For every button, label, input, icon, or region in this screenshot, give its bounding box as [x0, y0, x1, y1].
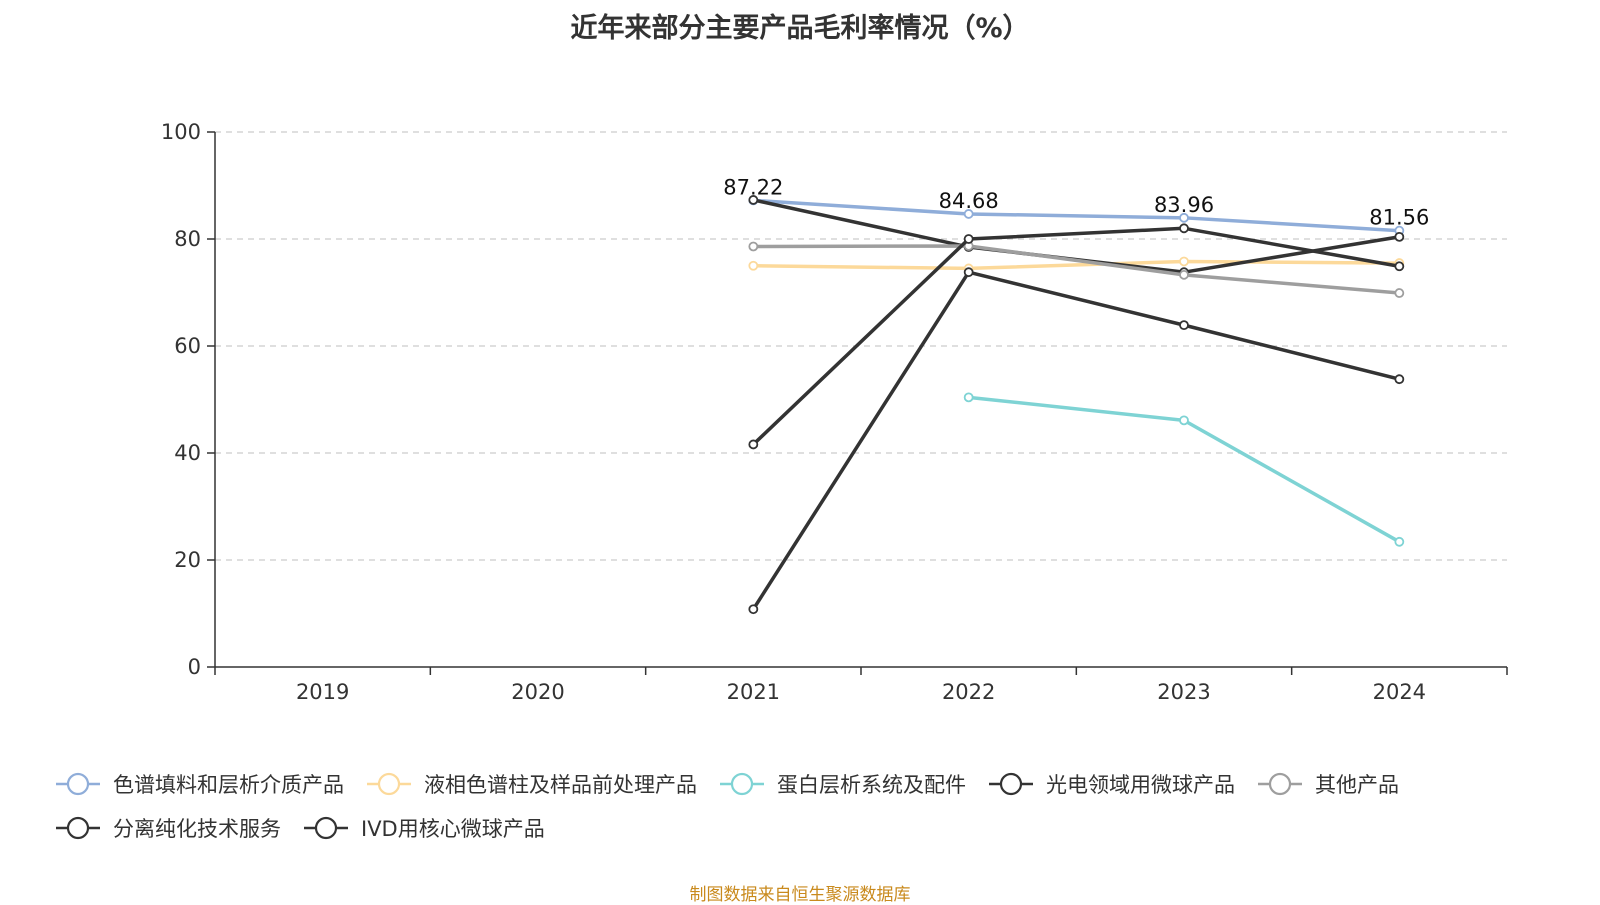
legend-marker-icon — [55, 771, 101, 797]
legend-label: IVD用核心微球产品 — [361, 813, 545, 843]
legend-label: 光电领域用微球产品 — [1046, 769, 1235, 799]
legend-marker-icon — [55, 815, 101, 841]
y-tick-label: 40 — [174, 441, 201, 465]
data-labels: 87.22 84.68 83.96 81.56 — [723, 175, 1429, 229]
legend-marker-icon — [1257, 771, 1303, 797]
data-point[interactable] — [1180, 321, 1188, 329]
series-line — [753, 200, 1399, 230]
x-tick-label: 2023 — [1157, 680, 1210, 704]
x-tick-label: 2020 — [511, 680, 564, 704]
data-point[interactable] — [749, 440, 757, 448]
data-point[interactable] — [749, 262, 757, 270]
legend-marker-icon — [719, 771, 765, 797]
data-point[interactable] — [1395, 375, 1403, 383]
data-point[interactable] — [749, 605, 757, 613]
series-5 — [749, 268, 1403, 613]
legend-label: 色谱填料和层析介质产品 — [113, 769, 344, 799]
legend-item[interactable]: IVD用核心微球产品 — [303, 806, 545, 850]
data-point[interactable] — [1180, 224, 1188, 232]
series-0 — [749, 196, 1403, 234]
data-label: 87.22 — [723, 175, 783, 199]
legend-label: 蛋白层析系统及配件 — [777, 769, 966, 799]
data-point[interactable] — [1395, 289, 1403, 297]
legend-item[interactable]: 分离纯化技术服务 — [55, 806, 281, 850]
x-tick-label: 2024 — [1373, 680, 1426, 704]
data-point[interactable] — [1395, 538, 1403, 546]
legend-item[interactable]: 光电领域用微球产品 — [988, 762, 1235, 806]
legend-marker-icon — [988, 771, 1034, 797]
legend-label: 分离纯化技术服务 — [113, 813, 281, 843]
x-tick-label: 2022 — [942, 680, 995, 704]
data-label: 83.96 — [1154, 193, 1214, 217]
x-tick-label: 2019 — [296, 680, 349, 704]
legend: 色谱填料和层析介质产品 液相色谱柱及样品前处理产品 蛋白层析系统及配件 光电领域用微球… — [55, 762, 1575, 850]
data-point[interactable] — [749, 242, 757, 250]
data-label: 84.68 — [939, 189, 999, 213]
data-point[interactable] — [1395, 262, 1403, 270]
y-tick-label: 20 — [174, 548, 201, 572]
legend-item[interactable]: 其他产品 — [1257, 762, 1399, 806]
source-note: 制图数据来自恒生聚源数据库 — [0, 880, 1600, 905]
data-label: 81.56 — [1369, 206, 1429, 230]
series-line — [753, 272, 1399, 609]
line-chart: 0 20 40 60 80 100 2019 2020 2021 2022 2023 2024 87.… — [0, 0, 1600, 760]
data-point[interactable] — [1180, 416, 1188, 424]
legend-item[interactable]: 液相色谱柱及样品前处理产品 — [366, 762, 697, 806]
data-point[interactable] — [1395, 233, 1403, 241]
legend-label: 其他产品 — [1315, 769, 1399, 799]
legend-item[interactable]: 色谱填料和层析介质产品 — [55, 762, 344, 806]
y-tick-label: 100 — [161, 120, 201, 144]
y-tick-label: 80 — [174, 227, 201, 251]
axes: 0 20 40 60 80 100 2019 2020 2021 2022 2023 2024 — [161, 120, 1507, 704]
data-point[interactable] — [965, 235, 973, 243]
grid-lines — [215, 132, 1507, 560]
data-point[interactable] — [965, 393, 973, 401]
series-lines — [749, 196, 1403, 613]
data-point[interactable] — [1180, 257, 1188, 265]
series-line — [753, 261, 1399, 268]
legend-label: 液相色谱柱及样品前处理产品 — [424, 769, 697, 799]
legend-item[interactable]: 蛋白层析系统及配件 — [719, 762, 966, 806]
y-tick-label: 0 — [188, 655, 201, 679]
series-2 — [965, 393, 1404, 545]
legend-marker-icon — [366, 771, 412, 797]
legend-marker-icon — [303, 815, 349, 841]
data-point[interactable] — [1180, 271, 1188, 279]
x-tick-label: 2021 — [727, 680, 780, 704]
y-tick-label: 60 — [174, 334, 201, 358]
data-point[interactable] — [965, 268, 973, 276]
